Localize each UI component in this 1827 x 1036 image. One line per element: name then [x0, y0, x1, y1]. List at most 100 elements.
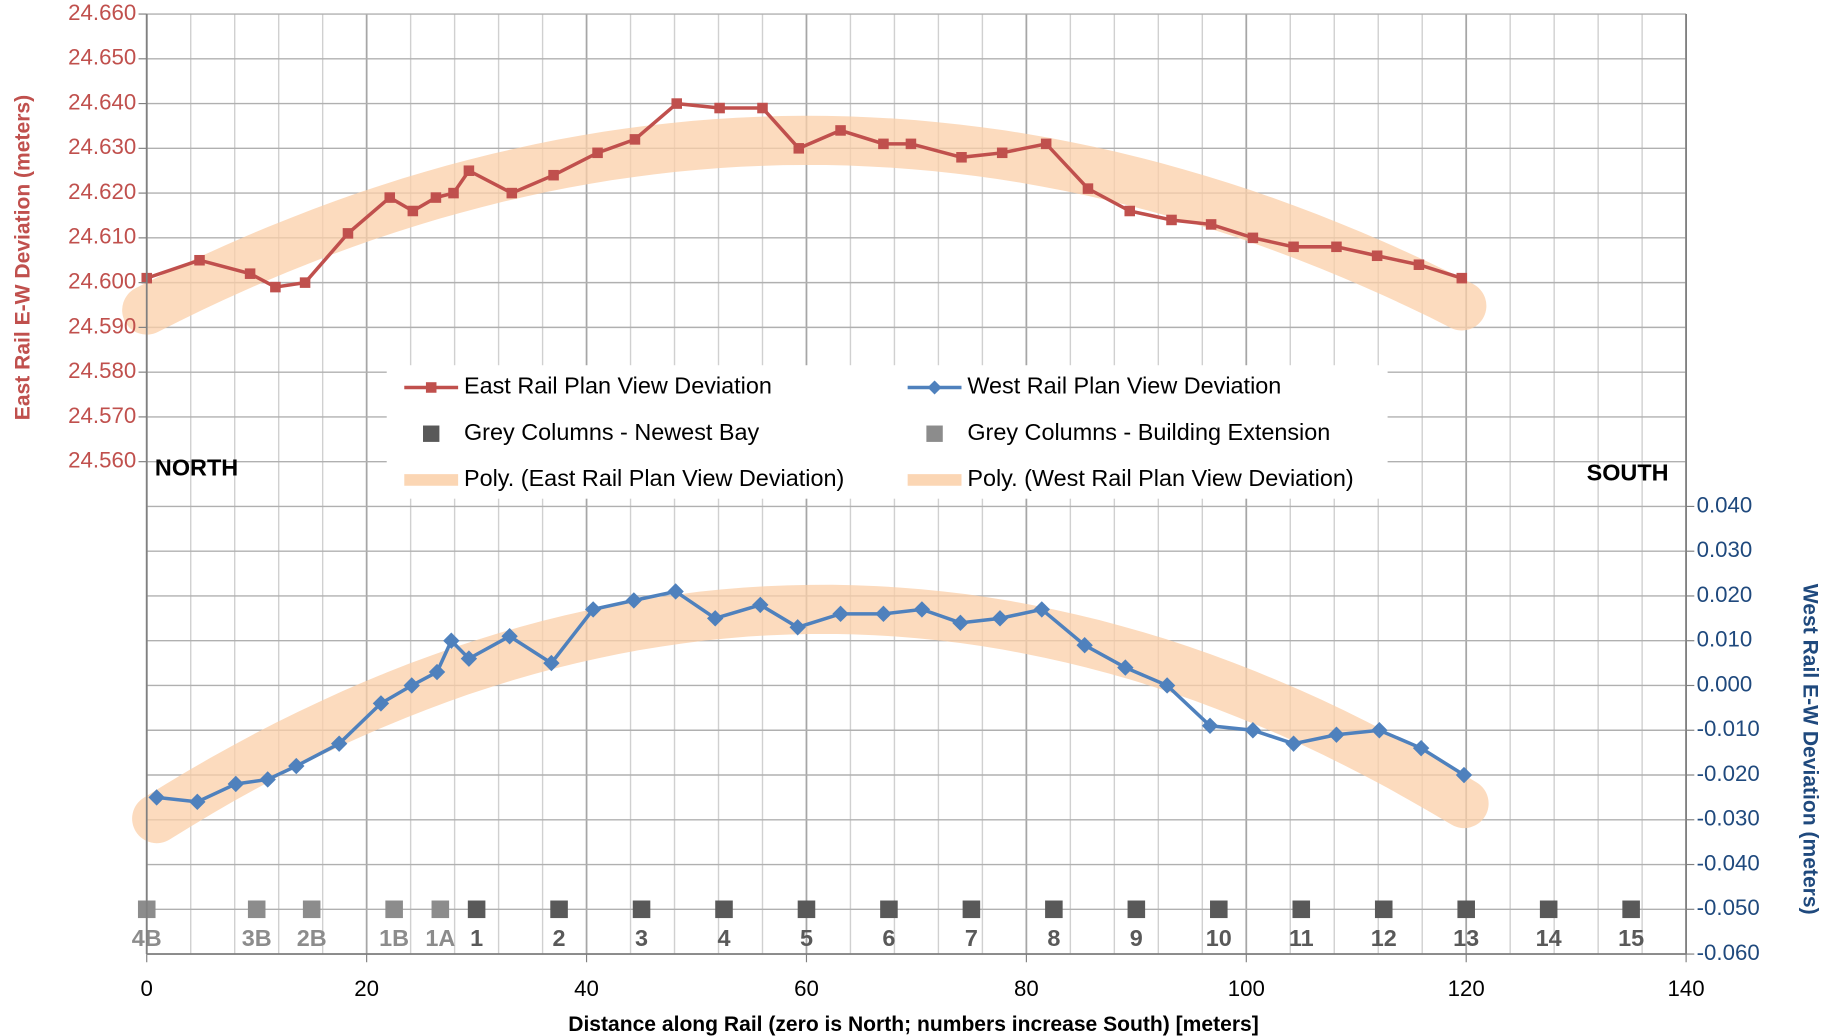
marker — [194, 254, 205, 266]
marker — [1124, 205, 1136, 217]
marker — [1244, 722, 1262, 739]
column-label: 2B — [297, 925, 327, 951]
marker — [632, 900, 651, 919]
marker — [342, 228, 354, 239]
marker — [880, 900, 898, 919]
annotation: SOUTH — [1587, 459, 1669, 485]
marker — [1456, 272, 1468, 284]
marker — [905, 138, 917, 150]
marker — [996, 147, 1008, 159]
marker — [1247, 232, 1259, 244]
marker — [1371, 250, 1383, 262]
column-label: 1B — [379, 925, 409, 951]
column-label: 7 — [965, 925, 978, 951]
marker — [793, 143, 805, 154]
marker — [752, 596, 769, 614]
y-tick-label: 24.660 — [68, 0, 136, 25]
marker — [384, 192, 396, 203]
marker — [1117, 659, 1134, 676]
column-label: 13 — [1453, 925, 1479, 951]
y-tick-label: 24.610 — [68, 224, 136, 249]
marker — [1413, 259, 1425, 270]
column-label: 14 — [1536, 925, 1562, 951]
marker — [543, 654, 560, 672]
x-tick-label: 40 — [574, 976, 599, 1001]
marker — [1082, 183, 1094, 194]
column-label: 10 — [1206, 925, 1232, 951]
marker — [1033, 601, 1050, 618]
marker — [667, 583, 684, 600]
marker — [715, 900, 733, 919]
y-axis-title: East Rail E-W Deviation (meters) — [11, 95, 34, 420]
marker — [991, 610, 1009, 627]
marker — [407, 205, 419, 217]
marker — [550, 900, 568, 919]
marker — [1622, 900, 1640, 919]
column-label: 6 — [882, 925, 895, 951]
y-tick-label: 0.020 — [1697, 582, 1753, 607]
marker — [448, 187, 459, 199]
marker — [431, 900, 450, 919]
y-tick-label: -0.020 — [1697, 761, 1760, 786]
marker — [1374, 900, 1393, 919]
trendline — [122, 115, 1487, 335]
marker — [302, 900, 321, 919]
marker — [1288, 241, 1299, 253]
legend-label: Poly. (West Rail Plan View Deviation) — [967, 465, 1353, 491]
legend: East Rail Plan View Deviation West Rail P… — [386, 365, 1388, 499]
y-tick-label: 0.030 — [1697, 537, 1753, 562]
column-label: 1A — [425, 925, 455, 951]
marker — [671, 98, 682, 109]
marker — [625, 592, 643, 609]
column-label: 2 — [553, 925, 566, 951]
column-label: 4 — [717, 925, 730, 951]
y-tick-label: -0.030 — [1697, 806, 1760, 831]
legend-symbol — [425, 382, 437, 393]
marker — [1205, 219, 1217, 230]
marker — [878, 138, 889, 150]
y-tick-label: -0.060 — [1697, 940, 1760, 965]
y-tick-label: -0.040 — [1697, 850, 1760, 875]
x-tick-label: 20 — [354, 976, 379, 1001]
marker — [247, 900, 266, 919]
marker — [467, 900, 486, 919]
legend-box — [386, 365, 1388, 499]
marker — [1371, 722, 1388, 739]
y-tick-label: 24.560 — [68, 448, 136, 473]
legend-label: West Rail Plan View Deviation — [967, 373, 1281, 399]
y-tick-label: 24.590 — [68, 313, 136, 338]
marker — [270, 281, 281, 293]
x-tick-label: 80 — [1014, 976, 1039, 1001]
x-tick-label: 140 — [1668, 976, 1705, 1001]
marker — [1539, 900, 1558, 919]
y-tick-label: 24.570 — [68, 403, 136, 428]
y-tick-label: 24.620 — [68, 179, 136, 204]
y-tick-label: 24.630 — [68, 134, 136, 159]
marker — [288, 757, 305, 775]
column-label: 3 — [635, 925, 648, 951]
marker — [962, 900, 981, 919]
y-tick-label: -0.010 — [1697, 716, 1760, 741]
marker — [1292, 900, 1311, 919]
marker — [506, 187, 518, 199]
marker — [789, 619, 806, 636]
marker — [757, 102, 768, 114]
marker — [1328, 726, 1345, 743]
legend-label: East Rail Plan View Deviation — [464, 373, 772, 399]
x-tick-label: 100 — [1228, 976, 1265, 1001]
x-tick-label: 60 — [794, 976, 819, 1001]
marker — [1045, 900, 1063, 919]
marker — [430, 192, 442, 203]
x-tick-label: 0 — [141, 976, 153, 1001]
marker — [189, 793, 206, 811]
column-label: 8 — [1047, 925, 1060, 951]
column-label: 11 — [1289, 925, 1314, 951]
legend-symbol — [927, 380, 942, 395]
legend-symbol — [423, 425, 440, 442]
marker — [584, 601, 602, 618]
marker — [835, 125, 846, 136]
marker — [629, 134, 641, 145]
